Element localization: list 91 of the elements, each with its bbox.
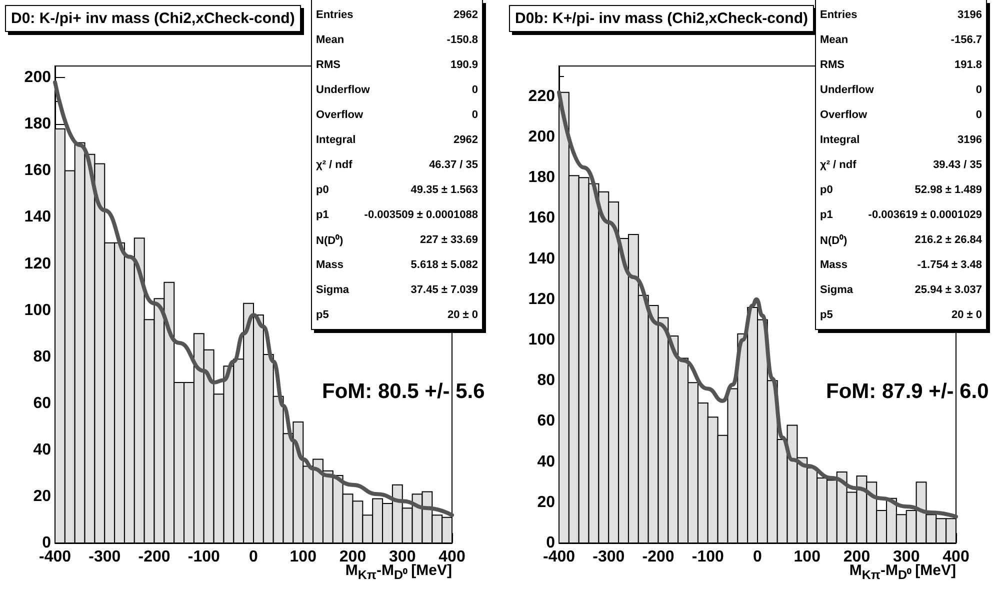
y-tick-label: 60	[33, 394, 52, 412]
y-tick-label: 40	[537, 453, 556, 470]
y-tick-label: 140	[528, 250, 556, 268]
x-tick-label: 100	[290, 548, 317, 566]
x-tick-label: -400	[38, 548, 72, 566]
annotation: Underflow	[316, 84, 370, 96]
annotation: p1	[316, 208, 329, 220]
annotation: 20 ± 0	[951, 308, 982, 320]
annotation: 191.8	[954, 58, 982, 70]
x-tick-label: -100	[692, 548, 724, 566]
x-tick-label: 0	[753, 548, 762, 566]
y-tick-label: 100	[24, 302, 52, 319]
text: 2962	[454, 134, 478, 146]
annotation: RMS	[820, 58, 844, 70]
text: -156.7	[950, 34, 982, 46]
y-tick-label: 220	[528, 88, 556, 105]
annotation: -0.003619 ± 0.0001029	[868, 208, 982, 220]
annotation: 216.2 ± 26.84	[914, 234, 982, 246]
text: 3196	[958, 8, 982, 20]
x-tick-label: 100	[794, 548, 821, 566]
annotation: χ² / ndf	[820, 158, 856, 170]
annotation: Underflow	[820, 84, 874, 96]
chart-title: D0b: K+/pi- inv mass (Chi2,xCheck-cond)	[509, 5, 814, 32]
text: 0	[472, 108, 478, 120]
y-tick-label: 60	[537, 412, 556, 430]
text: Mean	[316, 34, 344, 46]
annotation: 37.45 ± 7.039	[410, 284, 478, 296]
annotation: Integral	[316, 134, 356, 146]
annotation: Sigma	[820, 284, 854, 296]
y-tick-label: 80	[33, 348, 52, 366]
text: Entries	[820, 8, 858, 20]
annotation: Overflow	[316, 108, 364, 120]
text: -150.8	[446, 34, 478, 46]
x-tick-label: -200	[642, 548, 674, 566]
y-tick-label: 180	[24, 116, 52, 133]
y-tick-label: 160	[528, 210, 556, 227]
annotation: 25.94 ± 3.037	[914, 284, 982, 296]
annotation: -1.754 ± 3.48	[917, 258, 982, 270]
annotation: 227 ± 33.69	[420, 234, 478, 246]
annotation: Overflow	[820, 108, 868, 120]
annotation: Mass	[820, 258, 848, 270]
x-tick-label: -100	[188, 548, 220, 566]
annotation: χ² / ndf	[316, 158, 352, 170]
annotation: FoM: 80.5 +/- 5.6	[322, 380, 485, 404]
text: 0	[976, 108, 982, 120]
x-tick-label: -300	[592, 548, 625, 566]
annotation: -0.003509 ± 0.0001088	[364, 208, 478, 220]
annotation: 49.35 ± 1.563	[410, 184, 478, 196]
y-tick-label: 20	[537, 494, 556, 511]
y-tick-label: 20	[33, 488, 52, 505]
x-tick-label: -300	[88, 548, 121, 566]
annotation: p5	[316, 308, 329, 320]
annotation: 46.37 / 35	[429, 158, 478, 170]
y-tick-label: 120	[528, 290, 556, 308]
y-tick-label: 40	[33, 441, 52, 458]
annotation: 20 ± 0	[447, 308, 478, 320]
annotation: 5.618 ± 5.082	[410, 258, 478, 270]
text: 0	[472, 84, 478, 96]
annotation: p0	[820, 184, 833, 196]
y-tick-label: 180	[528, 169, 556, 186]
annotation: RMS	[316, 58, 340, 70]
text: Entries	[316, 8, 354, 20]
text: Mean	[820, 34, 848, 46]
y-tick-label: 0	[546, 534, 556, 552]
annotation: N(D⁰)	[316, 233, 344, 247]
annotation: Sigma	[316, 284, 350, 296]
annotation: p5	[820, 308, 833, 320]
y-tick-label: 140	[24, 208, 52, 226]
y-tick-label: 200	[528, 128, 556, 146]
x-tick-label: -400	[542, 548, 576, 566]
annotation: Mass	[316, 258, 344, 270]
annotation: FoM: 87.9 +/- 6.0	[826, 380, 989, 404]
y-tick-label: 160	[24, 162, 52, 180]
y-tick-label: 120	[24, 255, 52, 272]
y-tick-label: 100	[528, 332, 556, 349]
x-tick-label: -200	[138, 548, 170, 566]
annotation: 39.43 / 35	[933, 158, 982, 170]
annotation: p0	[316, 184, 329, 196]
text: 3196	[958, 134, 982, 146]
chart-title: D0: K-/pi+ inv mass (Chi2,xCheck-cond)	[5, 5, 301, 32]
annotation: p1	[820, 208, 833, 220]
y-tick-label: 80	[537, 372, 556, 390]
x-tick-label: 0	[249, 548, 258, 566]
annotation: 190.9	[450, 58, 478, 70]
annotation: N(D⁰)	[820, 233, 848, 247]
annotation: Integral	[820, 134, 860, 146]
y-tick-label: 0	[42, 534, 52, 552]
annotation: 52.98 ± 1.489	[914, 184, 982, 196]
y-tick-label: 200	[24, 69, 52, 86]
text: 2962	[454, 8, 478, 20]
text: 0	[976, 84, 982, 96]
